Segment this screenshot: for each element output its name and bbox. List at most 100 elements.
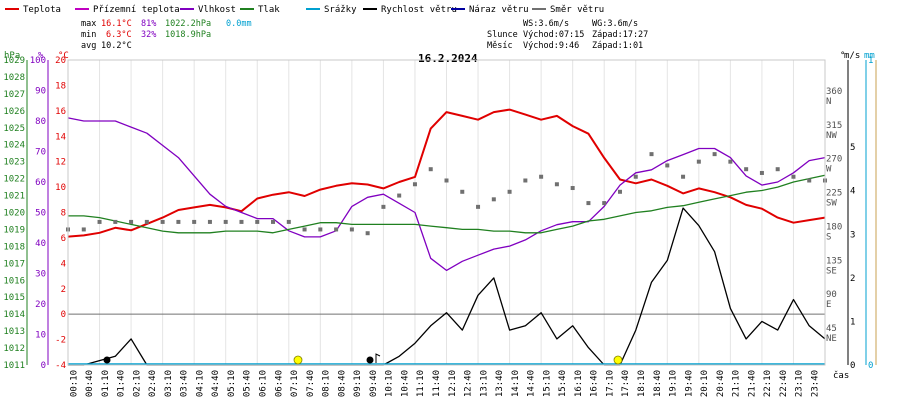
tick-hum: 20	[35, 300, 46, 310]
tick-time: 00:10	[69, 370, 79, 397]
tick-wind: 4	[850, 187, 855, 197]
tick-hum: 10	[35, 331, 46, 341]
wind-direction-point	[192, 219, 197, 224]
tick-hpa: 1027	[3, 90, 25, 100]
tick-time: 22:10	[763, 370, 773, 397]
tick-time: 12:40	[464, 370, 474, 397]
tick-dir: 90	[826, 290, 837, 300]
tick-hpa: 1020	[3, 209, 25, 219]
tick-dir-label: NW	[826, 131, 837, 141]
tick-time: 19:10	[669, 370, 679, 397]
legend-label: Směr větru	[550, 5, 604, 15]
tick-hpa: 1014	[3, 310, 25, 320]
tick-hum: 80	[35, 117, 46, 127]
axis-unit-temp: °C	[58, 51, 69, 61]
humidity-line	[67, 117, 826, 272]
stat-moonrise: Východ:9:46	[523, 41, 579, 51]
wind-direction-point	[334, 227, 339, 232]
tick-time: 13:10	[479, 370, 489, 397]
tick-dir-label: W	[826, 165, 832, 175]
tick-temp: 4	[61, 259, 66, 269]
legend-label: Tlak	[258, 5, 280, 15]
wind-direction-point	[523, 178, 528, 183]
plot-frame	[67, 59, 826, 366]
wind-direction-point	[144, 219, 149, 224]
x-axis-label: čas	[833, 370, 849, 381]
wind-direction-point	[649, 152, 654, 157]
tick-time: 21:40	[747, 370, 757, 397]
tick-dir: 315	[826, 121, 842, 131]
tick-time: 07:10	[290, 370, 300, 397]
tick-labels: 1029 1028 1027 1026 1025 1024 10 2 3 1022 1021 1020…	[3, 56, 873, 397]
tick-time: 11:40	[432, 370, 442, 397]
stat-ws: WS:3.6m/s	[523, 19, 569, 29]
moonrise-arrow-icon	[375, 353, 381, 363]
tick-time: 14:40	[527, 370, 537, 397]
tick-hpa: 1025	[3, 124, 25, 134]
wind-direction-point	[397, 193, 402, 198]
tick-dir-label: E	[826, 300, 831, 310]
tick-hpa: 1011	[3, 361, 25, 371]
wind-direction-point	[381, 204, 386, 209]
stat-avg-temp: 10.2°C	[101, 41, 132, 51]
tick-temp: -4	[55, 361, 66, 371]
tick-dir: 270	[826, 155, 842, 165]
legend: Teplota Přízemní teplota Vlhkost Tlak Srážky…	[5, 5, 604, 15]
tick-temp: 6	[61, 234, 66, 244]
wind-direction-point	[633, 174, 638, 179]
wind-direction-point	[207, 219, 212, 224]
axis-unit-wind: m/s	[844, 51, 860, 61]
tick-hum: 70	[35, 148, 46, 158]
wind-direction-point	[365, 231, 370, 236]
wind-direction-point	[554, 182, 559, 187]
tick-wind: 3	[850, 230, 855, 240]
tick-hpa: 1024	[3, 141, 25, 151]
tick-hpa: 1021	[3, 192, 25, 202]
stat-min-temp: 6.3°C	[106, 30, 132, 40]
tick-hpa: 1016	[3, 276, 25, 286]
tick-dir-label: SW	[826, 199, 837, 209]
wind-direction-point	[239, 219, 244, 224]
wind-direction-point	[255, 219, 260, 224]
wind-direction-point	[302, 227, 307, 232]
tick-hpa: 1018	[3, 242, 25, 252]
tick-time: 22:40	[779, 370, 789, 397]
legend-label: Teplota	[23, 5, 61, 15]
tick-temp: 20	[55, 56, 66, 66]
stat-max-press: 1022.2hPa	[165, 19, 211, 29]
tick-time: 20:40	[716, 370, 726, 397]
tick-temp: -2	[55, 336, 66, 346]
tick-time: 08:10	[322, 370, 332, 397]
moon-marker-icon	[103, 356, 111, 364]
wind-direction-point	[476, 204, 481, 209]
tick-time: 03:40	[180, 370, 190, 397]
wind-direction-point	[744, 167, 749, 172]
legend-label: Přízemní teplota	[93, 5, 180, 15]
tick-time: 21:10	[732, 370, 742, 397]
tick-time: 04:40	[211, 370, 221, 397]
stats-block: max 16.1°C 81% 1022.2hPa 0.0mm min 6.3°C…	[81, 19, 648, 51]
tick-hpa: 1015	[3, 293, 25, 303]
tick-time: 15:40	[558, 370, 568, 397]
tick-hpa: 1029	[3, 56, 25, 66]
wind-direction-point	[444, 178, 449, 183]
tick-hpa: 1022	[3, 175, 25, 185]
stat-wg: WG:3.6m/s	[592, 19, 638, 29]
tick-dir-label: SE	[826, 266, 837, 276]
tick-time: 19:40	[684, 370, 694, 397]
tick-dir-label: S	[826, 232, 831, 242]
tick-temp: 2	[61, 285, 66, 295]
wind-direction-point	[570, 186, 575, 191]
wind-direction-point	[271, 219, 276, 224]
tick-hpa: 1026	[3, 107, 25, 117]
wind-direction-point	[460, 189, 465, 194]
tick-dir-label: N	[826, 97, 831, 107]
wind-direction-point	[681, 174, 686, 179]
stat-min-label: min	[81, 30, 96, 40]
tick-hum: 50	[35, 209, 46, 219]
tick-hpa: 1028	[3, 73, 25, 83]
stat-max-rain: 0.0mm	[226, 19, 252, 29]
sunrise-marker-icon	[293, 355, 303, 365]
